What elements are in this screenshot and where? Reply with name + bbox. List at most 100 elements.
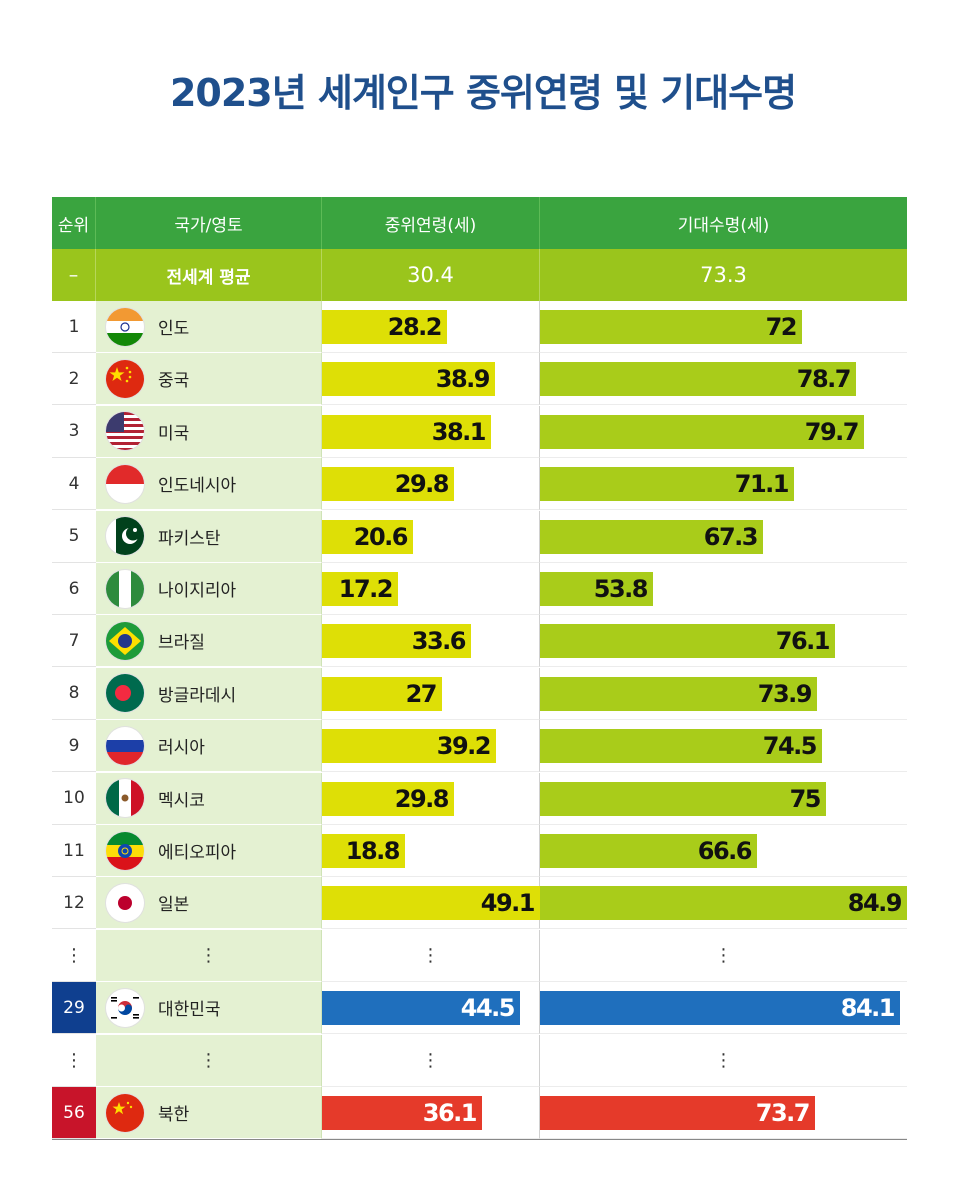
table-row: 7 브라질 33.6 76.1 [52,615,907,668]
table-row: 2 중국 38.9 78.7 [52,353,907,406]
median-age-bar: 38.9 [322,362,495,397]
russia-flag-icon [106,726,144,765]
country-cell: 에티오피아 [96,825,322,877]
median-age-bar: 39.2 [322,729,496,764]
pakistan-flag-icon [106,517,144,556]
table-row: 6 나이지리아 17.2 53.8 [52,563,907,615]
rank-cell: 29 [52,982,96,1035]
rank-cell: 4 [52,458,96,511]
median-age-cell: 28.2 [322,301,540,353]
rank-cell: 6 [52,563,96,615]
table-row: 5 파키스탄 20.6 67.3 [52,510,907,563]
life-expectancy-bar: 84.1 [540,991,900,1026]
median-age-bar: 29.8 [322,467,454,502]
japan-flag-icon [106,883,144,922]
indonesia-flag-icon [106,464,144,503]
median-age-bar: 27 [322,676,442,711]
table-row: 56 북한 36.1 73.7 [52,1087,907,1139]
country-name: 멕시코 [158,790,205,811]
world-average-row: – 전세계 평균 30.4 73.3 [52,249,907,301]
world-average-median-age: 30.4 [322,249,540,301]
life-expectancy-cell: 73.7 [540,1087,907,1139]
header-life-expectancy: 기대수명(세) [540,197,907,249]
country-cell: 멕시코 [96,772,322,825]
median-age-cell: 39.2 [322,720,540,773]
separator-row: ⋮ ⋮ ⋮ ⋮ [52,929,907,982]
rank-cell: 10 [52,773,96,825]
country-name: 일본 [158,895,190,916]
country-name: 에티오피아 [158,843,237,863]
life-expectancy-cell: 67.3 [540,511,907,563]
ellipsis-mark: ⋮ [421,944,440,966]
ellipsis-cell: ⋮ [540,1035,907,1087]
ellipsis-mark: ⋮ [421,1049,440,1071]
country-cell: 러시아 [96,720,322,773]
country-cell: 인도네시아 [96,458,322,511]
median-age-cell: 49.1 [322,877,540,930]
life-expectancy-bar: 71.1 [540,467,794,502]
median-age-cell: 20.6 [322,510,540,563]
life-expectancy-bar: 72 [540,310,802,344]
ellipsis-mark: ⋮ [65,944,83,966]
country-cell: 중국 [96,353,322,406]
usa-flag-icon [106,412,144,451]
header-country: 국가/영토 [96,197,322,249]
country-cell: 미국 [96,405,322,458]
rank-cell: 11 [52,825,96,877]
median-age-cell: 38.9 [322,353,540,406]
life-expectancy-cell: 73.9 [540,668,907,720]
median-age-bar: 44.5 [322,991,520,1026]
separator-row: ⋮ ⋮ ⋮ ⋮ [52,1034,907,1087]
ellipsis-mark: ⋮ [65,1049,83,1071]
country-name: 대한민국 [158,1000,221,1021]
life-expectancy-bar: 66.6 [540,834,757,868]
table-row: 10 멕시코 29.8 75 [52,772,907,825]
country-name: 나이지리아 [158,581,237,601]
ellipsis-mark: ⋮ [714,944,733,966]
life-expectancy-cell: 78.7 [540,353,907,406]
table-row: 1 인도 28.2 72 [52,301,907,353]
life-expectancy-cell: 84.9 [540,877,907,930]
country-name: 북한 [158,1105,190,1125]
rank-cell: 12 [52,877,96,930]
life-expectancy-cell: 66.6 [540,825,907,877]
life-expectancy-bar: 73.7 [540,1096,815,1130]
table-header: 순위 국가/영토 중위연령(세) 기대수명(세) [52,197,907,249]
rank-cell: 9 [52,720,96,773]
country-name: 인도 [158,319,190,339]
median-age-bar: 33.6 [322,624,471,659]
life-expectancy-cell: 71.1 [540,458,907,511]
life-expectancy-bar: 73.9 [540,676,817,711]
country-cell: 북한 [96,1087,322,1139]
north-korea-flag-icon [106,1093,144,1132]
rank-cell: 56 [52,1087,96,1139]
country-name: 미국 [158,423,190,444]
ellipsis-cell: ⋮ [540,930,907,982]
country-name: 방글라데시 [158,685,237,706]
median-age-bar: 36.1 [322,1096,482,1130]
median-age-cell: 44.5 [322,982,540,1035]
life-expectancy-cell: 79.7 [540,406,907,458]
world-average-rank: – [52,249,96,301]
median-age-bar: 38.1 [322,414,491,449]
country-name: 러시아 [158,738,205,759]
life-expectancy-cell: 76.1 [540,615,907,668]
ellipsis-mark: ⋮ [714,1049,733,1071]
country-cell: 일본 [96,877,322,930]
table-row: 12 일본 49.1 84.9 [52,877,907,930]
median-age-cell: 17.2 [322,563,540,615]
rank-cell: 3 [52,406,96,458]
table-row: 4 인도네시아 29.8 71.1 [52,458,907,511]
life-expectancy-cell: 72 [540,301,907,353]
median-age-bar: 18.8 [322,834,405,868]
ellipsis-cell: ⋮ [52,1035,96,1087]
ellipsis-cell: ⋮ [96,1034,322,1087]
life-expectancy-bar: 79.7 [540,414,864,449]
rank-cell: 5 [52,511,96,563]
rank-cell: 1 [52,301,96,353]
ellipsis-cell: ⋮ [322,929,540,982]
ellipsis-mark: ⋮ [199,944,218,966]
country-cell: 나이지리아 [96,563,322,615]
table-bottom-border [52,1139,907,1140]
life-expectancy-bar: 67.3 [540,519,763,554]
